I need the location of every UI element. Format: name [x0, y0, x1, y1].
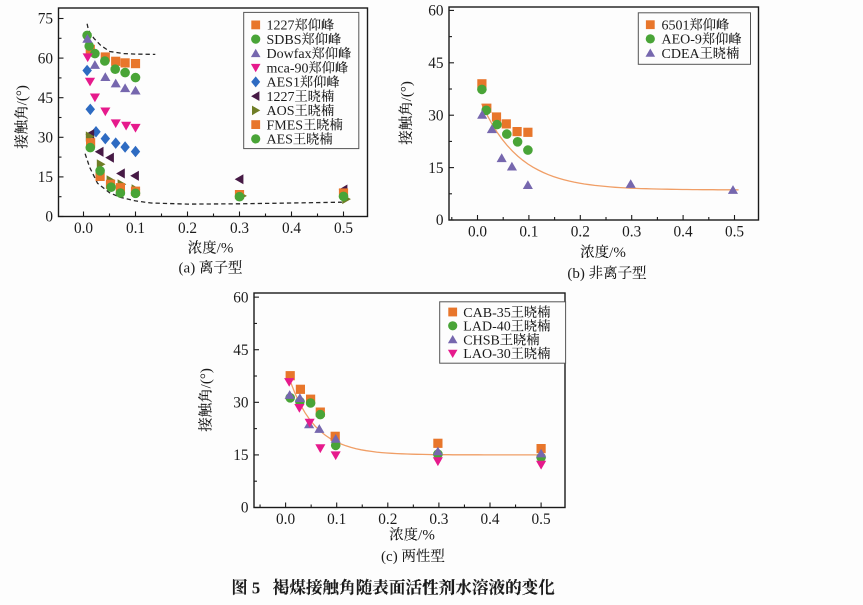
svg-text:1227: 1227 [267, 19, 295, 34]
svg-text:5: 5 [248, 578, 273, 597]
svg-text:AOS: AOS [267, 104, 295, 119]
svg-text:6501: 6501 [662, 19, 690, 34]
svg-text:CHSB: CHSB [463, 333, 500, 348]
svg-text:45: 45 [233, 342, 249, 359]
svg-text:0.1: 0.1 [519, 224, 538, 241]
svg-text:0.4: 0.4 [282, 220, 301, 237]
svg-text:0.4: 0.4 [674, 224, 693, 241]
svg-text:0.3: 0.3 [429, 511, 448, 528]
svg-text:/%: /% [418, 528, 435, 544]
svg-text:0: 0 [436, 212, 444, 229]
svg-text:CAB-35: CAB-35 [463, 306, 510, 321]
svg-text:0.5: 0.5 [334, 220, 353, 237]
svg-text:0.0: 0.0 [468, 224, 487, 241]
svg-text:FMES: FMES [267, 118, 304, 133]
svg-text:45: 45 [38, 90, 54, 107]
svg-text:0.0: 0.0 [74, 220, 93, 237]
svg-text:0.1: 0.1 [327, 511, 346, 528]
svg-text:30: 30 [233, 395, 249, 412]
svg-text:AES: AES [267, 133, 293, 148]
svg-text:AEO-9: AEO-9 [662, 33, 702, 48]
svg-text:0: 0 [45, 209, 53, 226]
svg-text:75: 75 [38, 11, 54, 28]
svg-text:0.4: 0.4 [480, 511, 499, 528]
svg-text:30: 30 [38, 130, 54, 147]
svg-text:0.5: 0.5 [532, 511, 551, 528]
svg-text:(b): (b) [567, 266, 588, 282]
svg-text:60: 60 [428, 3, 444, 20]
svg-text:/(°): /(°) [15, 85, 31, 105]
svg-text:15: 15 [233, 447, 249, 464]
svg-text:1227: 1227 [267, 90, 295, 105]
svg-text:(a): (a) [179, 261, 199, 277]
svg-text:Dowfax: Dowfax [267, 47, 312, 62]
svg-text:CDEA: CDEA [662, 47, 701, 62]
svg-text:/(°): /(°) [399, 81, 415, 101]
svg-text:SDBS: SDBS [267, 33, 302, 48]
svg-text:45: 45 [428, 55, 444, 72]
svg-text:60: 60 [38, 50, 54, 67]
svg-text:LAD-40: LAD-40 [463, 320, 510, 335]
svg-text:/(°): /(°) [199, 368, 215, 388]
svg-text:0.2: 0.2 [571, 224, 590, 241]
svg-text:0.2: 0.2 [378, 511, 397, 528]
svg-text:60: 60 [233, 289, 249, 306]
svg-text:15: 15 [38, 169, 54, 186]
svg-text:0.3: 0.3 [230, 220, 249, 237]
svg-text:0.2: 0.2 [178, 220, 197, 237]
svg-text:/%: /% [609, 245, 626, 261]
svg-text:LAO-30: LAO-30 [463, 347, 510, 362]
svg-text:0.3: 0.3 [622, 224, 641, 241]
svg-text:/%: /% [217, 241, 234, 257]
svg-text:15: 15 [428, 160, 444, 177]
svg-text:0.1: 0.1 [126, 220, 145, 237]
svg-text:mca-90: mca-90 [267, 61, 309, 76]
svg-text:(c): (c) [381, 549, 401, 565]
svg-text:0: 0 [241, 500, 249, 517]
svg-text:30: 30 [428, 107, 444, 124]
svg-text:0.0: 0.0 [276, 511, 295, 528]
svg-text:AES1: AES1 [267, 76, 300, 91]
svg-text:0.5: 0.5 [725, 224, 744, 241]
